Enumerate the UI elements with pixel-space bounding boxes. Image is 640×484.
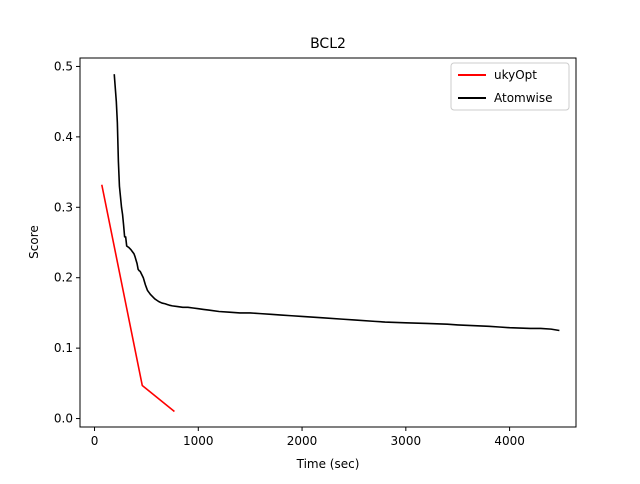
x-tick-label: 0 bbox=[91, 434, 99, 448]
y-tick-label: 0.3 bbox=[54, 200, 73, 214]
y-axis-label: Score bbox=[27, 225, 41, 259]
axes-frame bbox=[79, 57, 577, 428]
x-tick-label: 3000 bbox=[391, 434, 422, 448]
x-tick-label: 4000 bbox=[494, 434, 525, 448]
y-tick-label: 0.0 bbox=[54, 412, 73, 426]
x-tick-label: 1000 bbox=[183, 434, 214, 448]
y-ticks: 0.0 0.1 0.2 0.3 0.4 0.5 bbox=[54, 59, 80, 426]
series-line-ukyopt bbox=[101, 184, 175, 413]
legend-label-ukyopt: ukyOpt bbox=[494, 68, 537, 82]
legend-label-atomwise: Atomwise bbox=[494, 91, 553, 105]
y-tick-label: 0.4 bbox=[54, 130, 73, 144]
y-tick-label: 0.2 bbox=[54, 271, 73, 285]
x-axis-label: Time (sec) bbox=[296, 457, 360, 471]
series-line-atomwise bbox=[113, 74, 560, 332]
legend: ukyOpt Atomwise bbox=[450, 62, 570, 111]
plot-area: 0 1000 2000 3000 4000 0.0 0.1 0.2 0.3 0.4 0.5 bbox=[54, 57, 577, 448]
y-tick-label: 0.1 bbox=[54, 341, 73, 355]
series-layer bbox=[101, 74, 560, 413]
x-ticks: 0 1000 2000 3000 4000 bbox=[91, 427, 525, 448]
x-tick-label: 2000 bbox=[287, 434, 318, 448]
y-tick-label: 0.5 bbox=[54, 59, 73, 73]
chart-title: BCL2 bbox=[310, 36, 346, 52]
